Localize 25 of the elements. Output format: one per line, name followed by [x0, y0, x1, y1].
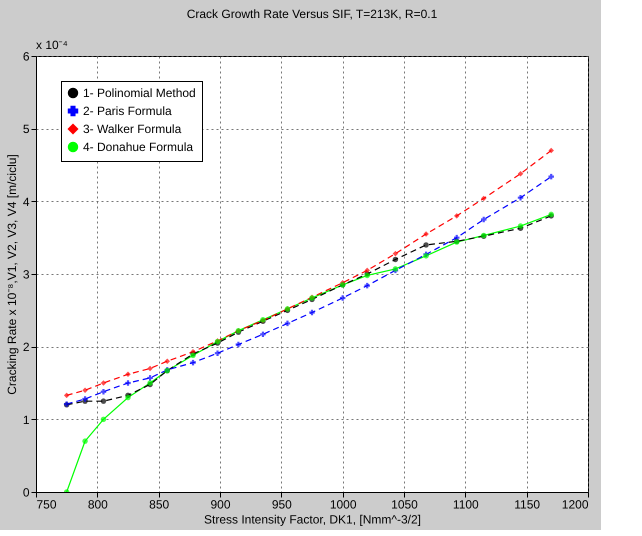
y-axis-title: Cracking Rate x 10⁻⁸,V1, V2, V3, V4 [m/ciclu]: [4, 154, 19, 395]
y-tick-label: 4: [22, 194, 30, 209]
y-tick-label: 5: [22, 122, 30, 136]
legend-label: 4- Donahue Formula: [83, 140, 194, 154]
chart-title: Crack Growth Rate Versus SIF, T=213K, R=0.1: [186, 7, 438, 21]
y-tick-label: 0: [22, 486, 30, 500]
y-tick-label: 3: [22, 268, 30, 282]
y-tick-label: 6: [22, 50, 30, 64]
x-axis-title: Stress Intensity Factor, DK1, [Nmm^-3/2]: [204, 512, 422, 526]
x-tick-label: 1100: [452, 498, 480, 512]
legend-label: 2- Paris Formula: [83, 104, 172, 118]
x-tick-label: 800: [88, 498, 108, 512]
legend-label: 3- Walker Formula: [83, 122, 182, 136]
x-tick-label: 1150: [514, 498, 540, 512]
x-tick-label: 1200: [562, 498, 589, 512]
x-tick-label: 850: [149, 498, 170, 512]
x-tick-label: 900: [210, 498, 231, 512]
x-tick-label: 1050: [391, 498, 418, 512]
y-tick-label: 1: [22, 412, 30, 427]
x-tick-label: 1000: [330, 498, 357, 512]
x-tick-label: 750: [36, 498, 57, 512]
x-tick-label: 950: [272, 498, 292, 512]
legend-label: 1- Polinomial Method: [83, 86, 196, 100]
text: x 10⁻⁴: [36, 38, 68, 52]
y-tick-label: 2: [22, 340, 30, 354]
